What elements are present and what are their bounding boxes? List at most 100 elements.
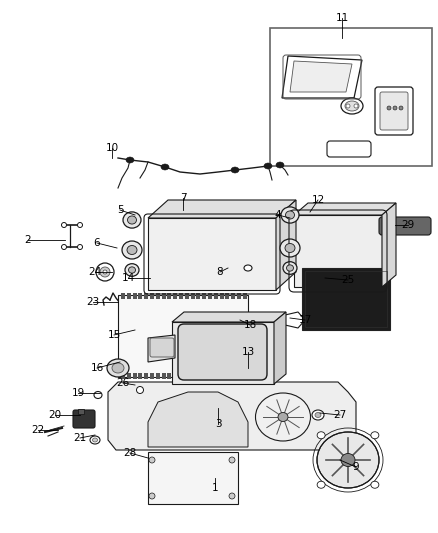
FancyBboxPatch shape <box>375 87 413 135</box>
Polygon shape <box>172 312 286 322</box>
Bar <box>162 373 166 379</box>
Bar <box>127 293 131 299</box>
Text: 25: 25 <box>341 275 355 285</box>
Bar <box>219 373 224 379</box>
Polygon shape <box>148 200 296 218</box>
Ellipse shape <box>341 454 355 466</box>
Ellipse shape <box>387 106 391 110</box>
Text: 20: 20 <box>49 410 62 420</box>
Ellipse shape <box>244 265 252 271</box>
Bar <box>231 373 235 379</box>
Ellipse shape <box>78 222 82 228</box>
Bar <box>156 373 160 379</box>
Bar <box>237 373 241 379</box>
Bar <box>270 28 432 166</box>
Bar <box>237 293 241 299</box>
Bar <box>208 373 212 379</box>
Ellipse shape <box>149 493 155 499</box>
Ellipse shape <box>341 98 363 114</box>
Bar <box>144 293 148 299</box>
Text: 6: 6 <box>94 238 100 248</box>
Ellipse shape <box>112 363 124 373</box>
Ellipse shape <box>78 245 82 249</box>
Bar <box>191 373 194 379</box>
Text: 5: 5 <box>117 205 124 215</box>
Ellipse shape <box>346 104 350 108</box>
Polygon shape <box>294 203 396 215</box>
Ellipse shape <box>278 413 288 422</box>
Text: 28: 28 <box>124 448 137 458</box>
Ellipse shape <box>61 222 67 228</box>
Ellipse shape <box>317 481 325 488</box>
Bar <box>208 293 212 299</box>
Bar <box>185 293 189 299</box>
Bar <box>294 215 382 287</box>
Text: 23: 23 <box>86 297 99 307</box>
FancyBboxPatch shape <box>380 92 408 130</box>
Polygon shape <box>108 382 356 450</box>
Bar <box>185 373 189 379</box>
Ellipse shape <box>125 264 139 276</box>
Polygon shape <box>290 61 352 92</box>
Bar <box>214 373 218 379</box>
Ellipse shape <box>231 167 239 173</box>
Ellipse shape <box>103 270 107 274</box>
Bar <box>219 293 224 299</box>
Polygon shape <box>276 200 296 290</box>
Bar <box>133 373 137 379</box>
Bar <box>162 293 166 299</box>
Polygon shape <box>382 203 396 287</box>
FancyBboxPatch shape <box>73 410 95 428</box>
Text: 22: 22 <box>32 425 45 435</box>
Ellipse shape <box>286 265 293 271</box>
Text: 3: 3 <box>215 419 221 429</box>
Ellipse shape <box>107 359 129 377</box>
Bar <box>173 373 177 379</box>
Polygon shape <box>148 335 175 362</box>
Bar <box>191 293 194 299</box>
Ellipse shape <box>137 386 144 393</box>
Bar <box>167 293 171 299</box>
Ellipse shape <box>399 106 403 110</box>
Ellipse shape <box>371 481 379 488</box>
Ellipse shape <box>92 438 98 442</box>
Ellipse shape <box>276 162 284 168</box>
Ellipse shape <box>126 157 134 163</box>
Bar <box>179 293 183 299</box>
Ellipse shape <box>161 164 169 170</box>
Text: 13: 13 <box>241 347 254 357</box>
Bar <box>150 373 154 379</box>
Bar <box>121 373 125 379</box>
Ellipse shape <box>312 410 324 420</box>
FancyBboxPatch shape <box>178 324 267 380</box>
Ellipse shape <box>317 432 325 439</box>
Ellipse shape <box>123 212 141 228</box>
Ellipse shape <box>283 262 297 274</box>
Bar <box>302 268 390 330</box>
Bar <box>196 293 201 299</box>
Text: 1: 1 <box>212 483 218 493</box>
Text: 8: 8 <box>217 267 223 277</box>
Bar <box>144 373 148 379</box>
Bar <box>226 293 230 299</box>
Ellipse shape <box>286 211 294 219</box>
Ellipse shape <box>280 239 300 257</box>
Bar <box>231 293 235 299</box>
Ellipse shape <box>127 246 137 254</box>
Ellipse shape <box>317 432 379 488</box>
Bar <box>243 293 247 299</box>
Ellipse shape <box>393 106 397 110</box>
Bar <box>118 295 248 377</box>
Bar <box>156 293 160 299</box>
Ellipse shape <box>122 241 142 259</box>
Polygon shape <box>274 312 286 384</box>
Bar <box>78 409 84 414</box>
Text: 17: 17 <box>298 315 311 325</box>
Bar <box>133 293 137 299</box>
Ellipse shape <box>229 457 235 463</box>
Bar <box>226 373 230 379</box>
Text: 4: 4 <box>275 210 281 220</box>
Ellipse shape <box>127 216 137 224</box>
Text: 21: 21 <box>74 433 87 443</box>
Bar <box>127 373 131 379</box>
